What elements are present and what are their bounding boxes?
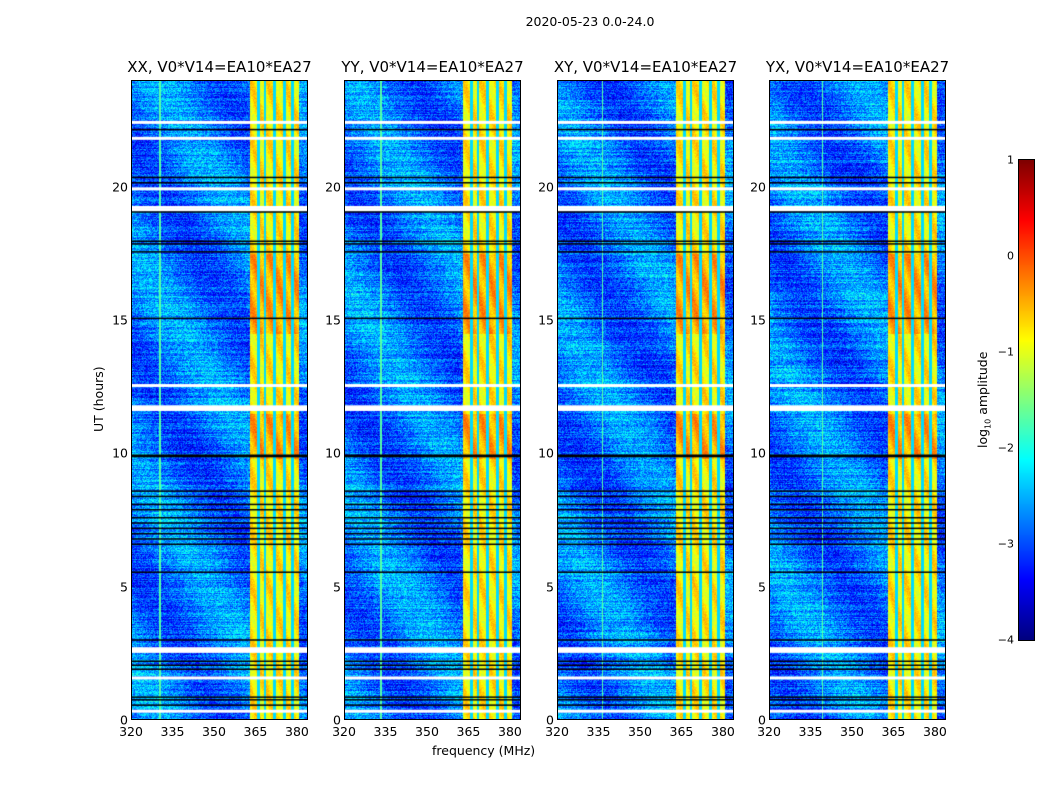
x-tick-label: 365 bbox=[669, 724, 694, 739]
x-axis-label: frequency (MHz) bbox=[432, 743, 536, 758]
heatmap-image bbox=[345, 81, 520, 719]
heatmap-image bbox=[132, 81, 307, 719]
x-tick-label: 320 bbox=[119, 724, 143, 739]
y-tick-label: 20 bbox=[538, 179, 554, 195]
y-tick-label: 0 bbox=[546, 712, 554, 728]
x-tick-label: 365 bbox=[243, 724, 268, 739]
x-tick-label: 320 bbox=[545, 724, 569, 739]
y-tick-label: 5 bbox=[758, 579, 766, 595]
x-tick-label: 335 bbox=[160, 724, 185, 739]
y-tick-label: 20 bbox=[112, 179, 128, 195]
y-tick-label: 0 bbox=[120, 712, 128, 728]
x-tick-label: 335 bbox=[586, 724, 611, 739]
colorbar-label: log10 amplitude bbox=[975, 351, 993, 448]
panel-title: YY, V0*V14=EA10*EA27 bbox=[341, 58, 524, 76]
y-tick-label: 5 bbox=[546, 579, 554, 595]
y-tick-label: 15 bbox=[112, 312, 128, 328]
x-tick-label: 350 bbox=[628, 724, 652, 739]
colorbar-tick-label: −4 bbox=[997, 633, 1014, 647]
y-tick-label: 0 bbox=[333, 712, 341, 728]
x-tick-label: 350 bbox=[415, 724, 439, 739]
x-tick-label: 350 bbox=[840, 724, 864, 739]
x-tick-label: 335 bbox=[373, 724, 398, 739]
panel-title: XY, V0*V14=EA10*EA27 bbox=[553, 58, 738, 76]
y-tick-label: 10 bbox=[325, 445, 341, 461]
y-tick-label: 15 bbox=[750, 312, 766, 328]
y-tick-label: 0 bbox=[758, 712, 766, 728]
x-tick-label: 380 bbox=[923, 724, 947, 739]
colorbar-tick-label: −2 bbox=[997, 441, 1014, 455]
y-tick-label: 15 bbox=[325, 312, 341, 328]
colorbar bbox=[1018, 159, 1035, 641]
y-tick-label: 5 bbox=[120, 579, 128, 595]
x-tick-label: 380 bbox=[711, 724, 735, 739]
colorbar-tick-label: −3 bbox=[997, 537, 1014, 551]
colorbar-tick-label: 0 bbox=[1007, 249, 1014, 263]
panel-title: XX, V0*V14=EA10*EA27 bbox=[127, 58, 312, 76]
heatmap-panel bbox=[131, 80, 308, 720]
heatmap-panel bbox=[769, 80, 946, 720]
heatmap-panel bbox=[557, 80, 734, 720]
heatmap-panel bbox=[344, 80, 521, 720]
y-tick-label: 15 bbox=[538, 312, 554, 328]
heatmap-image bbox=[770, 81, 945, 719]
y-tick-label: 20 bbox=[325, 179, 341, 195]
colorbar-tick-label: 1 bbox=[1007, 153, 1014, 167]
y-tick-label: 5 bbox=[333, 579, 341, 595]
x-tick-label: 320 bbox=[332, 724, 356, 739]
x-tick-label: 320 bbox=[757, 724, 781, 739]
y-tick-label: 10 bbox=[538, 445, 554, 461]
y-tick-label: 10 bbox=[750, 445, 766, 461]
heatmap-image bbox=[558, 81, 733, 719]
y-tick-label: 10 bbox=[112, 445, 128, 461]
colorbar-tick-label: −1 bbox=[997, 345, 1014, 359]
y-tick-label: 20 bbox=[750, 179, 766, 195]
y-axis-label: UT (hours) bbox=[91, 366, 106, 432]
x-tick-label: 350 bbox=[202, 724, 226, 739]
figure-title: 2020-05-23 0.0-24.0 bbox=[525, 14, 655, 29]
x-tick-label: 380 bbox=[498, 724, 522, 739]
x-tick-label: 365 bbox=[881, 724, 906, 739]
panel-title: YX, V0*V14=EA10*EA27 bbox=[765, 58, 950, 76]
x-tick-label: 380 bbox=[285, 724, 309, 739]
x-tick-label: 365 bbox=[456, 724, 481, 739]
x-tick-label: 335 bbox=[798, 724, 823, 739]
